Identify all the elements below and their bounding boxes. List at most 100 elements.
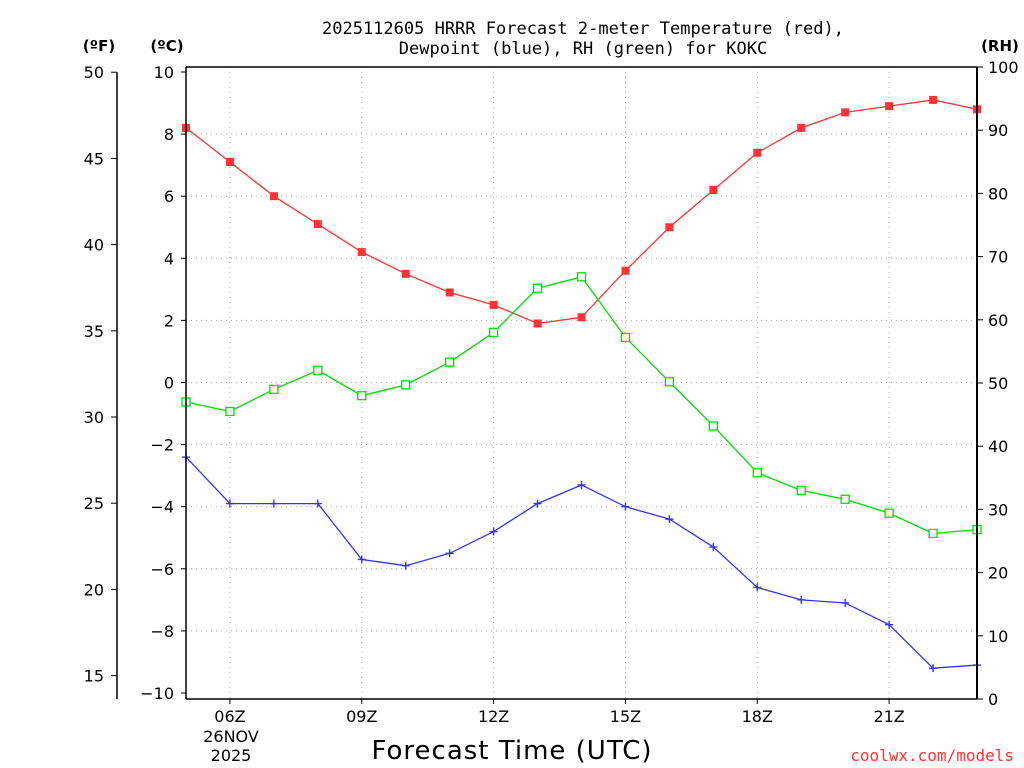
- celsius-tick-label: 4: [164, 249, 174, 268]
- temperature-point: [269, 192, 278, 201]
- fahrenheit-tick-label: 40: [84, 236, 104, 255]
- fahrenheit-tick-label: 15: [84, 667, 104, 686]
- dewpoint-point: [269, 499, 278, 508]
- celsius-tick-label: −6: [150, 560, 174, 579]
- dewpoint-point: [357, 555, 366, 564]
- rh-point: [708, 421, 718, 431]
- celsius-tick-label: −2: [150, 436, 174, 455]
- celsius-tick-label: 0: [164, 374, 174, 393]
- rh-point: [532, 283, 543, 293]
- celsius-tick-label: −4: [150, 498, 174, 517]
- dewpoint-point: [621, 502, 630, 511]
- rh-point: [576, 272, 587, 282]
- rh-unit-label: (RH): [981, 37, 1019, 55]
- rh-point: [796, 485, 806, 496]
- rh-point: [269, 384, 279, 394]
- x-tick-label: 21Z: [873, 707, 904, 726]
- x-tick-label: 18Z: [742, 707, 773, 726]
- dewpoint-point: [929, 664, 938, 673]
- rh-point: [445, 357, 455, 367]
- fahrenheit-tick-label: 35: [84, 322, 104, 341]
- fahrenheit-tick-label: 50: [84, 63, 104, 82]
- temperature-point: [665, 223, 674, 232]
- dewpoint-point: [841, 598, 850, 607]
- temperature-point: [929, 95, 938, 104]
- celsius-tick-label: −10: [140, 684, 174, 703]
- temperature-point: [885, 102, 894, 111]
- fahrenheit-tick-label: 45: [84, 149, 104, 168]
- dewpoint-point: [665, 515, 674, 524]
- x-tick-label: 12Z: [478, 707, 509, 726]
- date-label-day: 26NOV: [203, 727, 259, 746]
- rh-tick-label: 30: [988, 500, 1008, 519]
- temperature-point: [621, 266, 630, 275]
- dewpoint-point: [225, 499, 234, 508]
- chart-ticks: 06Z 09Z 12Z 15Z 18Z 21Z −10 −8 −6 −4 −2 0 2 4 6 8 10 15 20…: [84, 58, 1019, 726]
- dewpoint-point: [489, 527, 498, 536]
- rh-tick-label: 90: [988, 121, 1008, 140]
- dewpoint-point: [533, 499, 542, 508]
- x-tick-label: 06Z: [214, 707, 245, 726]
- temperature-point: [313, 220, 322, 229]
- dewpoint-point: [401, 561, 410, 570]
- celsius-tick-label: 6: [164, 187, 174, 206]
- celsius-tick-label: −8: [150, 622, 174, 641]
- dewpoint-point: [753, 583, 762, 592]
- x-axis-title: Forecast Time (UTC): [371, 736, 652, 766]
- temperature-point: [357, 248, 366, 257]
- fahrenheit-tick-label: 20: [84, 580, 104, 599]
- celsius-tick-label: 2: [164, 311, 174, 330]
- temperature-point: [577, 313, 586, 322]
- rh-point: [313, 365, 323, 376]
- credit-link[interactable]: coolwx.com/models: [850, 746, 1014, 765]
- rh-point: [840, 494, 850, 504]
- x-tick-label: 09Z: [346, 707, 377, 726]
- rh-point: [620, 332, 631, 343]
- rh-tick-label: 100: [988, 58, 1019, 77]
- chart-title-line-2: Dewpoint (blue), RH (green) for KOKC: [399, 39, 767, 59]
- rh-point: [884, 508, 894, 518]
- rh-tick-label: 0: [988, 690, 998, 709]
- celsius-unit-label: (ºC): [150, 37, 183, 55]
- chart-title-line-1: 2025112605 HRRR Forecast 2-meter Tempera…: [322, 19, 844, 39]
- rh-tick-label: 60: [988, 311, 1008, 330]
- rh-point: [488, 327, 499, 338]
- temperature-point: [753, 148, 762, 157]
- fahrenheit-tick-label: 30: [84, 408, 104, 427]
- rh-point: [357, 390, 367, 401]
- temperature-point: [841, 108, 850, 117]
- rh-point: [401, 380, 411, 390]
- dewpoint-point: [797, 595, 806, 604]
- temperature-point: [225, 158, 234, 167]
- rh-point: [928, 528, 938, 539]
- temperature-series-line: [185, 99, 978, 325]
- rh-tick-label: 40: [988, 437, 1008, 456]
- rh-tick-label: 80: [988, 184, 1008, 203]
- rh-tick-label: 10: [988, 627, 1008, 646]
- dewpoint-point: [577, 480, 586, 489]
- dewpoint-point: [709, 543, 718, 552]
- rh-point: [664, 377, 675, 387]
- temperature-point: [489, 300, 498, 309]
- x-tick-label: 15Z: [610, 707, 641, 726]
- fahrenheit-unit-label: (ºF): [83, 37, 115, 55]
- rh-tick-label: 70: [988, 248, 1008, 267]
- dewpoint-point: [445, 549, 454, 558]
- temperature-point: [533, 319, 542, 328]
- celsius-tick-label: 10: [154, 63, 174, 82]
- temperature-point: [709, 185, 718, 194]
- chart-grid: [186, 67, 977, 699]
- rh-tick-label: 50: [988, 374, 1008, 393]
- chart-series: [181, 95, 982, 673]
- temperature-point: [797, 123, 806, 132]
- rh-point: [752, 468, 762, 478]
- fahrenheit-tick-label: 25: [84, 494, 104, 513]
- dewpoint-point: [885, 620, 894, 629]
- dewpoint-point: [313, 499, 322, 508]
- temperature-point: [445, 288, 454, 297]
- celsius-tick-label: 8: [164, 125, 174, 144]
- temperature-point: [401, 269, 410, 278]
- rh-tick-label: 20: [988, 564, 1008, 583]
- date-label-year: 2025: [211, 746, 252, 765]
